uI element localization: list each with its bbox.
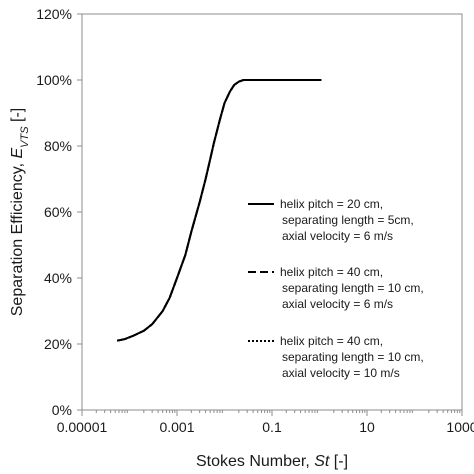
y-tick-label: 100%: [36, 72, 72, 88]
y-tick-label: 60%: [44, 204, 72, 220]
legend-label-3: axial velocity = 10 m/s: [282, 366, 400, 380]
x-tick-label: 1000: [446, 419, 474, 435]
y-tick-label: 80%: [44, 138, 72, 154]
legend-label-3: separating length = 10 cm,: [282, 350, 424, 364]
legend-label-2: separating length = 10 cm,: [282, 281, 424, 295]
legend-label-2: helix pitch = 40 cm,: [280, 265, 383, 279]
legend-label-1: helix pitch = 20 cm,: [280, 197, 383, 211]
x-tick-label: 0.001: [159, 419, 194, 435]
legend: helix pitch = 20 cm, separating length = …: [248, 197, 424, 380]
x-tick-label: 10: [359, 419, 375, 435]
y-axis-title: Separation Efficiency, EVTS [-]: [9, 108, 31, 316]
x-axis-title: Stokes Number, St [-]: [196, 453, 348, 470]
series-line-3: [116, 79, 322, 342]
legend-label-1: axial velocity = 6 m/s: [282, 229, 393, 243]
x-tick-label: 0.00001: [57, 419, 108, 435]
legend-label-1: separating length = 5cm,: [282, 213, 414, 227]
y-axis: 0% 20% 40% 60% 80% 100% 120%: [36, 6, 82, 418]
x-tick-label: 0.1: [262, 419, 282, 435]
y-tick-label: 120%: [36, 6, 72, 22]
legend-label-3: helix pitch = 40 cm,: [280, 334, 383, 348]
y-tick-label: 0%: [52, 402, 72, 418]
y-tick-label: 40%: [44, 270, 72, 286]
legend-label-2: axial velocity = 6 m/s: [282, 297, 393, 311]
series-layer: [116, 79, 322, 342]
x-axis: 0.00001 0.001 0.1 10 1000: [57, 410, 474, 435]
y-tick-label: 20%: [44, 336, 72, 352]
